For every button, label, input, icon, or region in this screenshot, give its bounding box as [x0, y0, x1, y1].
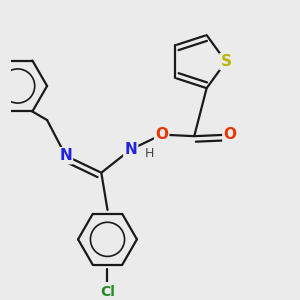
Text: H: H — [145, 147, 154, 160]
Text: N: N — [124, 142, 137, 157]
Text: N: N — [59, 148, 72, 163]
Text: Cl: Cl — [100, 285, 115, 299]
Text: S: S — [220, 54, 231, 69]
Text: O: O — [155, 127, 168, 142]
Text: O: O — [224, 127, 236, 142]
